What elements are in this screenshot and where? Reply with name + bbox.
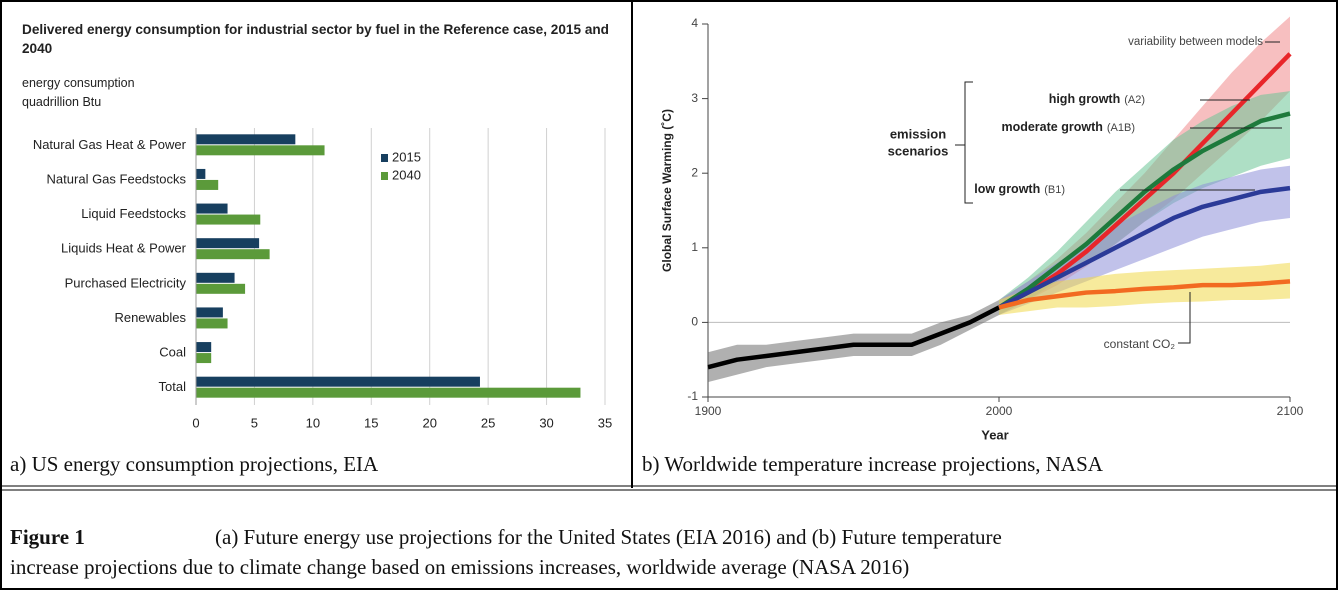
series-label: high growth (A2) [1049, 92, 1145, 106]
panel-caption: a) US energy consumption projections, EI… [10, 452, 379, 476]
bar [196, 283, 246, 294]
y-tick-label: Natural Gas Feedstocks [47, 171, 187, 186]
x-tick-label: 5 [251, 415, 258, 430]
legend-label: 2015 [392, 149, 421, 164]
series-name: high growth [1049, 92, 1121, 106]
series-label: constant CO₂ [1104, 337, 1176, 351]
chart-subtitle: quadrillion Btu [22, 95, 102, 109]
chart-subtitle: energy consumption [22, 76, 135, 90]
y-tick-label: Liquid Feedstocks [81, 206, 186, 221]
legend-swatch [381, 172, 388, 180]
annotation: variability between models [1128, 36, 1263, 48]
bar [196, 307, 223, 318]
y-tick-label: 0 [691, 315, 698, 329]
y-tick-label: Coal [159, 345, 186, 360]
x-tick-label: 20 [422, 415, 436, 430]
figure-caption: Figure 1 (a) Future energy use projection… [10, 522, 1330, 582]
y-tick-label: -1 [687, 389, 698, 403]
series-scenario: (A2) [1124, 94, 1145, 106]
bar [196, 179, 219, 190]
series-line [997, 111, 1291, 310]
series-scenario: (B1) [1044, 184, 1065, 196]
y-tick-label: Purchased Electricity [65, 275, 187, 290]
bar [196, 376, 480, 387]
y-tick-label: 3 [691, 91, 698, 105]
series-label: moderate growth (A1B) [1001, 120, 1135, 134]
x-tick-label: 15 [364, 415, 378, 430]
caption-line: increase projections due to climate chan… [10, 555, 910, 579]
bar [196, 203, 228, 214]
bar [196, 272, 235, 283]
y-tick-label: Total [159, 379, 187, 394]
y-tick-label: Liquids Heat & Power [61, 241, 187, 256]
bracket [955, 81, 973, 204]
x-tick-label: 0 [192, 415, 199, 430]
annotation: scenarios [888, 143, 949, 158]
series-line [997, 185, 1291, 310]
bar [196, 168, 206, 179]
y-tick-label: 1 [691, 240, 698, 254]
bar [196, 249, 270, 260]
series-name: moderate growth [1001, 120, 1102, 134]
y-tick-label: Renewables [114, 310, 186, 325]
bar [196, 134, 296, 145]
bar [196, 342, 212, 353]
series-scenario: (A1B) [1107, 122, 1135, 134]
chart-title: Delivered energy consumption for industr… [22, 22, 609, 56]
x-axis-label: Year [981, 427, 1008, 442]
legend-swatch [381, 154, 388, 162]
bar [196, 387, 581, 398]
annotation: emission [890, 126, 946, 141]
caption-line: (a) Future energy use projections for th… [215, 525, 1002, 549]
figure-label: Figure 1 [10, 525, 85, 549]
x-tick-label: 2100 [1277, 404, 1304, 418]
x-tick-label: 35 [598, 415, 612, 430]
series-label: low growth (B1) [974, 182, 1065, 196]
uncertainty-band [999, 16, 1290, 315]
bar [196, 353, 212, 364]
uncertainty-band [708, 300, 999, 383]
series-name: low growth [974, 182, 1040, 196]
series-line [998, 279, 1291, 310]
bar [196, 145, 325, 156]
leader-line [1178, 292, 1191, 344]
y-tick-label: Natural Gas Heat & Power [33, 137, 187, 152]
legend-label: 2040 [392, 167, 421, 182]
bar [196, 238, 260, 249]
bar [196, 214, 261, 225]
x-tick-label: 25 [481, 415, 495, 430]
y-axis-label: Global Surface Warming (˚C) [660, 109, 674, 272]
bar [196, 318, 228, 329]
y-tick-label: 2 [691, 165, 698, 179]
y-tick-label: 4 [691, 16, 698, 30]
series-line [707, 305, 1001, 370]
x-tick-label: 30 [539, 415, 553, 430]
x-tick-label: 1900 [695, 404, 722, 418]
x-tick-label: 10 [306, 415, 320, 430]
x-tick-label: 2000 [986, 404, 1013, 418]
panel-caption: b) Worldwide temperature increase projec… [642, 452, 1103, 476]
